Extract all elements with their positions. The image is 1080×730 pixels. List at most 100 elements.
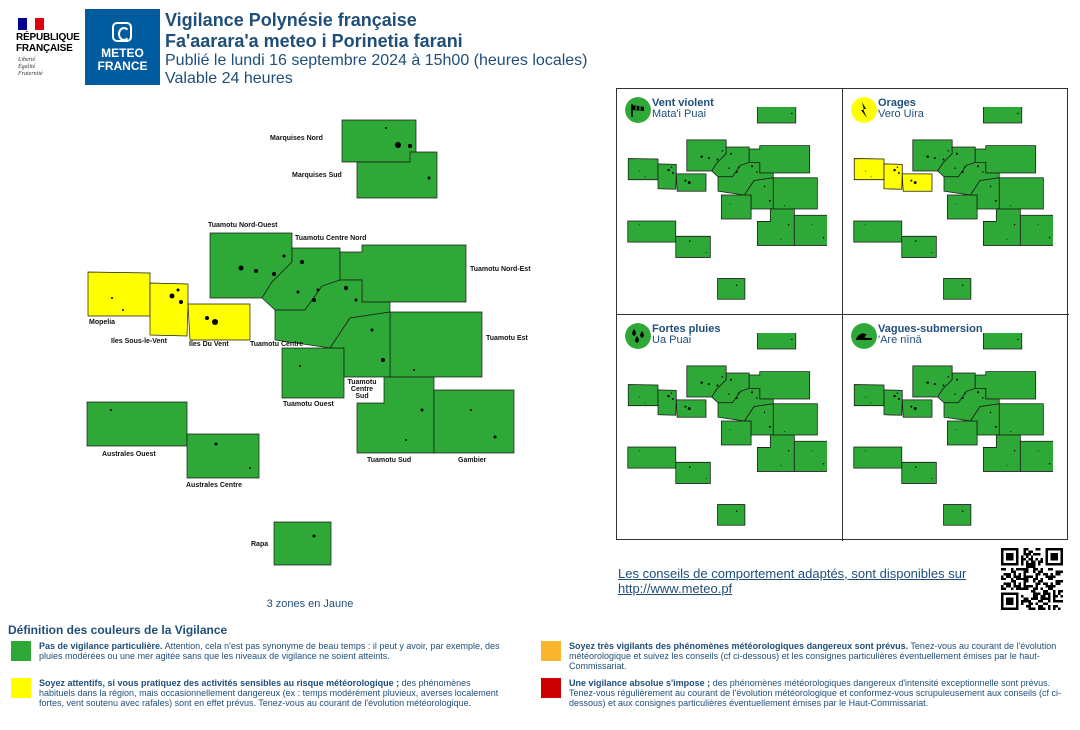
french-flag-icon: [18, 18, 45, 30]
zone-iles-du-vent[interactable]: [187, 303, 251, 341]
island-marker: [961, 397, 964, 399]
mini-map-vent-violent: [627, 107, 827, 300]
zone-iles-sous-le-vent[interactable]: [149, 282, 189, 337]
zone-australes-centre[interactable]: [901, 461, 937, 484]
zone-rapa[interactable]: [943, 278, 972, 300]
zone-rapa[interactable]: [943, 504, 972, 526]
mini-map-fortes-pluies: [627, 333, 827, 526]
island-marker: [914, 240, 917, 242]
island-marker: [687, 407, 691, 410]
meteo-france-mark-icon: [112, 22, 132, 42]
zone-rapa[interactable]: [717, 504, 746, 526]
zone-tuamotu-est[interactable]: [998, 177, 1044, 210]
zone-gambier[interactable]: [793, 214, 827, 246]
zone-australes-ouest[interactable]: [853, 446, 903, 469]
zone-tuamotu-sud[interactable]: [756, 208, 795, 246]
mini-map-vagues-submersion: [853, 333, 1053, 526]
zone-mopelia[interactable]: [853, 158, 885, 181]
legend-yellow-bold: Soyez attentifs, si vous pratiquez des a…: [39, 678, 400, 688]
zone-gambier[interactable]: [793, 440, 827, 472]
zone-tuamotu-est[interactable]: [389, 311, 483, 378]
island-marker: [249, 467, 251, 469]
zone-australes-ouest[interactable]: [627, 446, 677, 469]
zone-mopelia[interactable]: [627, 384, 659, 407]
panel-orages[interactable]: Orages Vero Uira: [843, 89, 1069, 315]
legend-item-yellow: Soyez attentifs, si vous pratiquez des a…: [11, 678, 501, 708]
island-marker: [977, 165, 980, 168]
zone-australes-ouest[interactable]: [86, 401, 188, 447]
zone-tuamotu-sud[interactable]: [982, 208, 1021, 246]
zone-rapa[interactable]: [273, 521, 332, 566]
island-marker: [344, 286, 348, 290]
zone-iles-sous-le-vent[interactable]: [883, 163, 903, 190]
island-marker: [756, 397, 758, 399]
zone-marquises-sud[interactable]: [756, 107, 797, 124]
qr-code-icon[interactable]: [1001, 548, 1063, 610]
zone-australes-centre[interactable]: [186, 433, 260, 479]
island-marker: [405, 439, 407, 441]
zone-tuamotu-sud[interactable]: [356, 376, 435, 454]
island-marker: [716, 384, 719, 387]
zone-marquises-sud[interactable]: [982, 333, 1023, 350]
zone-australes-centre[interactable]: [675, 235, 711, 258]
panel-vent-violent[interactable]: Vent violent Mata'i Puai: [617, 89, 843, 315]
island-marker: [897, 398, 900, 400]
island-marker: [994, 425, 997, 428]
zone-iles-du-vent[interactable]: [675, 173, 707, 192]
island-marker: [751, 165, 754, 168]
zone-label-tuamotu-centre-sud: Tuamotu Centre Sud: [347, 379, 377, 400]
zone-rapa[interactable]: [717, 278, 746, 300]
island-marker: [956, 152, 958, 155]
island-marker: [893, 394, 896, 398]
zone-mopelia[interactable]: [627, 158, 659, 181]
zone-mopelia[interactable]: [87, 271, 151, 317]
zone-label-tuamotu-nord-est: Tuamotu Nord-Est: [470, 266, 531, 273]
island-marker: [811, 450, 813, 452]
zone-marquises-nord[interactable]: [341, 119, 417, 163]
island-marker: [639, 396, 641, 398]
zone-australes-ouest[interactable]: [627, 220, 677, 243]
island-marker: [910, 179, 913, 182]
zone-iles-sous-le-vent[interactable]: [657, 163, 677, 190]
zone-label-australes-ouest: Australes Ouest: [102, 451, 156, 458]
zone-marquises-sud[interactable]: [756, 333, 797, 350]
zone-iles-du-vent[interactable]: [675, 399, 707, 418]
zone-tuamotu-ouest[interactable]: [946, 194, 978, 220]
zone-marquises-sud[interactable]: [982, 107, 1023, 124]
zone-australes-ouest[interactable]: [853, 220, 903, 243]
island-marker: [977, 391, 980, 394]
advice-link[interactable]: http://www.meteo.pf: [618, 581, 733, 596]
zone-marquises-sud[interactable]: [356, 151, 438, 199]
island-marker: [926, 155, 929, 158]
zone-australes-centre[interactable]: [901, 235, 937, 258]
zone-tuamotu-est[interactable]: [998, 403, 1044, 436]
island-marker: [954, 167, 956, 169]
zone-tuamotu-est[interactable]: [772, 177, 818, 210]
island-marker: [910, 405, 913, 408]
zone-tuamotu-ouest[interactable]: [720, 420, 752, 446]
island-marker: [730, 152, 732, 155]
zone-tuamotu-sud[interactable]: [982, 434, 1021, 472]
zone-iles-du-vent[interactable]: [901, 399, 933, 418]
zone-gambier[interactable]: [433, 389, 515, 454]
island-marker: [395, 142, 401, 148]
panel-fortes-pluies[interactable]: Fortes pluies Ua Puai: [617, 315, 843, 541]
advice-text[interactable]: Les conseils de comportement adaptés, so…: [618, 566, 988, 596]
panel-vagues-submersion[interactable]: Vagues-submersion 'Are nīnā: [843, 315, 1069, 541]
zone-tuamotu-ouest[interactable]: [720, 194, 752, 220]
zone-tuamotu-ouest[interactable]: [946, 420, 978, 446]
zone-australes-centre[interactable]: [675, 461, 711, 484]
island-marker: [768, 425, 771, 428]
island-marker: [897, 172, 900, 174]
zone-mopelia[interactable]: [853, 384, 885, 407]
zone-iles-sous-le-vent[interactable]: [883, 389, 903, 416]
zone-gambier[interactable]: [1019, 440, 1053, 472]
zone-iles-du-vent[interactable]: [901, 173, 933, 192]
zone-tuamotu-ouest[interactable]: [281, 347, 345, 399]
zone-tuamotu-est[interactable]: [772, 403, 818, 436]
zone-tuamotu-sud[interactable]: [756, 434, 795, 472]
zone-iles-sous-le-vent[interactable]: [657, 389, 677, 416]
island-marker: [671, 172, 674, 174]
zone-gambier[interactable]: [1019, 214, 1053, 246]
island-marker: [954, 393, 956, 395]
